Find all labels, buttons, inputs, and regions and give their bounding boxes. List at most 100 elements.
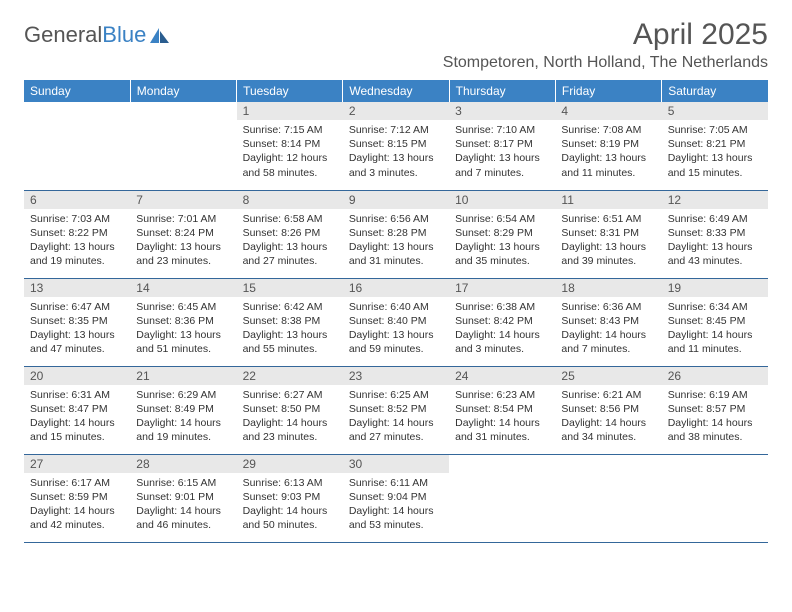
calendar-cell: 21Sunrise: 6:29 AMSunset: 8:49 PMDayligh… [130,366,236,454]
day-number: 5 [662,102,768,120]
day-number: 11 [555,191,661,209]
sunrise-text: Sunrise: 7:05 AM [668,123,762,137]
sunset-text: Sunset: 8:49 PM [136,402,230,416]
sunset-text: Sunset: 8:21 PM [668,137,762,151]
day-content: Sunrise: 6:21 AMSunset: 8:56 PMDaylight:… [555,385,661,449]
day-content: Sunrise: 6:51 AMSunset: 8:31 PMDaylight:… [555,209,661,273]
day-content: Sunrise: 6:42 AMSunset: 8:38 PMDaylight:… [237,297,343,361]
calendar-row: 6Sunrise: 7:03 AMSunset: 8:22 PMDaylight… [24,190,768,278]
sunrise-text: Sunrise: 6:13 AM [243,476,337,490]
calendar-cell: 27Sunrise: 6:17 AMSunset: 8:59 PMDayligh… [24,454,130,542]
day-number: 21 [130,367,236,385]
sunrise-text: Sunrise: 6:25 AM [349,388,443,402]
calendar-cell: 5Sunrise: 7:05 AMSunset: 8:21 PMDaylight… [662,102,768,190]
sunset-text: Sunset: 8:59 PM [30,490,124,504]
sunrise-text: Sunrise: 6:21 AM [561,388,655,402]
sunrise-text: Sunrise: 6:11 AM [349,476,443,490]
daylight-text: Daylight: 13 hours and 31 minutes. [349,240,443,268]
day-content: Sunrise: 7:05 AMSunset: 8:21 PMDaylight:… [662,120,768,184]
day-content: Sunrise: 6:29 AMSunset: 8:49 PMDaylight:… [130,385,236,449]
sunset-text: Sunset: 8:24 PM [136,226,230,240]
sunset-text: Sunset: 8:40 PM [349,314,443,328]
day-number: 25 [555,367,661,385]
daylight-text: Daylight: 14 hours and 19 minutes. [136,416,230,444]
day-content: Sunrise: 6:34 AMSunset: 8:45 PMDaylight:… [662,297,768,361]
day-content: Sunrise: 6:45 AMSunset: 8:36 PMDaylight:… [130,297,236,361]
day-number: 22 [237,367,343,385]
day-number: 2 [343,102,449,120]
day-number: 17 [449,279,555,297]
calendar-cell: 26Sunrise: 6:19 AMSunset: 8:57 PMDayligh… [662,366,768,454]
sunrise-text: Sunrise: 6:40 AM [349,300,443,314]
calendar-cell: 12Sunrise: 6:49 AMSunset: 8:33 PMDayligh… [662,190,768,278]
calendar-cell: 1Sunrise: 7:15 AMSunset: 8:14 PMDaylight… [237,102,343,190]
day-content: Sunrise: 6:38 AMSunset: 8:42 PMDaylight:… [449,297,555,361]
daylight-text: Daylight: 14 hours and 3 minutes. [455,328,549,356]
sunset-text: Sunset: 9:01 PM [136,490,230,504]
calendar-cell: 0x [662,454,768,542]
sunrise-text: Sunrise: 7:15 AM [243,123,337,137]
daylight-text: Daylight: 13 hours and 55 minutes. [243,328,337,356]
sunrise-text: Sunrise: 6:23 AM [455,388,549,402]
daylight-text: Daylight: 13 hours and 27 minutes. [243,240,337,268]
day-content: Sunrise: 6:15 AMSunset: 9:01 PMDaylight:… [130,473,236,537]
calendar-row: 27Sunrise: 6:17 AMSunset: 8:59 PMDayligh… [24,454,768,542]
daylight-text: Daylight: 14 hours and 11 minutes. [668,328,762,356]
logo-text-general: General [24,22,102,48]
sunset-text: Sunset: 8:52 PM [349,402,443,416]
logo-sail-icon [149,27,171,45]
month-title: April 2025 [443,18,768,52]
daylight-text: Daylight: 14 hours and 42 minutes. [30,504,124,532]
calendar-cell: 24Sunrise: 6:23 AMSunset: 8:54 PMDayligh… [449,366,555,454]
daylight-text: Daylight: 13 hours and 59 minutes. [349,328,443,356]
calendar-cell: 28Sunrise: 6:15 AMSunset: 9:01 PMDayligh… [130,454,236,542]
day-content: Sunrise: 6:25 AMSunset: 8:52 PMDaylight:… [343,385,449,449]
day-content: Sunrise: 7:10 AMSunset: 8:17 PMDaylight:… [449,120,555,184]
day-content: Sunrise: 7:12 AMSunset: 8:15 PMDaylight:… [343,120,449,184]
daylight-text: Daylight: 12 hours and 58 minutes. [243,151,337,179]
day-number: 26 [662,367,768,385]
weekday-header: Wednesday [343,80,449,102]
day-content: Sunrise: 6:27 AMSunset: 8:50 PMDaylight:… [237,385,343,449]
header: GeneralBlue April 2025 Stompetoren, Nort… [24,18,768,78]
sunrise-text: Sunrise: 7:12 AM [349,123,443,137]
sunset-text: Sunset: 8:35 PM [30,314,124,328]
logo-text-blue: Blue [102,22,146,48]
sunset-text: Sunset: 8:19 PM [561,137,655,151]
day-number: 7 [130,191,236,209]
sunrise-text: Sunrise: 6:45 AM [136,300,230,314]
sunrise-text: Sunrise: 6:34 AM [668,300,762,314]
sunrise-text: Sunrise: 6:49 AM [668,212,762,226]
day-content: Sunrise: 6:19 AMSunset: 8:57 PMDaylight:… [662,385,768,449]
sunset-text: Sunset: 8:36 PM [136,314,230,328]
weekday-header: Thursday [449,80,555,102]
calendar-row: 13Sunrise: 6:47 AMSunset: 8:35 PMDayligh… [24,278,768,366]
daylight-text: Daylight: 13 hours and 19 minutes. [30,240,124,268]
calendar-cell: 8Sunrise: 6:58 AMSunset: 8:26 PMDaylight… [237,190,343,278]
day-number: 6 [24,191,130,209]
daylight-text: Daylight: 13 hours and 51 minutes. [136,328,230,356]
calendar-cell: 9 Sunrise: 6:56 AMSunset: 8:28 PMDaylight… [343,190,449,278]
day-number: 1 [237,102,343,120]
day-content: Sunrise: 6:11 AMSunset: 9:04 PMDaylight:… [343,473,449,537]
calendar-cell: 22Sunrise: 6:27 AMSunset: 8:50 PMDayligh… [237,366,343,454]
sunset-text: Sunset: 8:28 PM [349,226,443,240]
daylight-text: Daylight: 14 hours and 15 minutes. [30,416,124,444]
daylight-text: Daylight: 14 hours and 27 minutes. [349,416,443,444]
daylight-text: Daylight: 14 hours and 7 minutes. [561,328,655,356]
day-number: 9 [343,191,449,209]
sunset-text: Sunset: 8:33 PM [668,226,762,240]
calendar-cell: 10Sunrise: 6:54 AMSunset: 8:29 PMDayligh… [449,190,555,278]
day-content: Sunrise: 6:13 AMSunset: 9:03 PMDaylight:… [237,473,343,537]
sunset-text: Sunset: 8:15 PM [349,137,443,151]
day-number: 20 [24,367,130,385]
day-number: 4 [555,102,661,120]
sunrise-text: Sunrise: 6:56 AM [349,212,443,226]
daylight-text: Daylight: 14 hours and 38 minutes. [668,416,762,444]
calendar-cell: 0x [555,454,661,542]
day-number: 30 [343,455,449,473]
sunset-text: Sunset: 8:31 PM [561,226,655,240]
day-number: 10 [449,191,555,209]
sunset-text: Sunset: 8:50 PM [243,402,337,416]
sunset-text: Sunset: 8:45 PM [668,314,762,328]
